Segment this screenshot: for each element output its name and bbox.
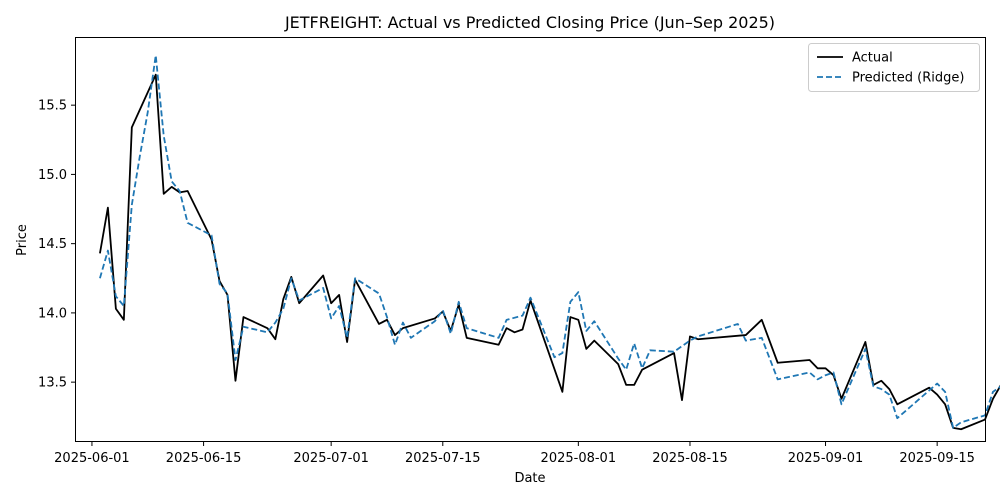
x-axis-label: Date: [514, 471, 545, 486]
legend: Actual Predicted (Ridge): [808, 43, 980, 92]
legend-label-actual: Actual: [852, 51, 893, 66]
x-tick-label: 2025-07-01: [293, 451, 369, 466]
y-axis: 13.5 14.0 14.5 15.0 15.5: [38, 99, 76, 391]
chart-title: JETFREIGHT: Actual vs Predicted Closing …: [284, 13, 775, 32]
legend-label-predicted: Predicted (Ridge): [852, 71, 964, 86]
x-axis: 2025-06-01 2025-06-15 2025-07-01 2025-07-15…: [54, 441, 975, 466]
x-tick-label: 2025-06-15: [166, 451, 242, 466]
y-axis-label: Price: [15, 224, 30, 256]
x-tick-label: 2025-09-01: [788, 451, 864, 466]
y-tick-label: 14.0: [38, 306, 67, 321]
series-line-actual: [99, 73, 1000, 431]
y-tick-label: 13.5: [38, 376, 67, 391]
x-tick-label: 2025-08-01: [541, 451, 617, 466]
x-tick-label: 2025-07-15: [405, 451, 481, 466]
plot-area: [99, 54, 1000, 431]
legend-box: [808, 43, 980, 92]
y-tick-label: 15.5: [38, 99, 67, 114]
axes-frame: [75, 37, 986, 442]
series-line-predicted: [99, 54, 1000, 429]
x-tick-label: 2025-09-15: [899, 451, 975, 466]
y-tick-label: 15.0: [38, 168, 67, 183]
x-tick-label: 2025-08-15: [652, 451, 728, 466]
x-tick-label: 2025-06-01: [54, 451, 130, 466]
y-tick-label: 14.5: [38, 237, 67, 252]
